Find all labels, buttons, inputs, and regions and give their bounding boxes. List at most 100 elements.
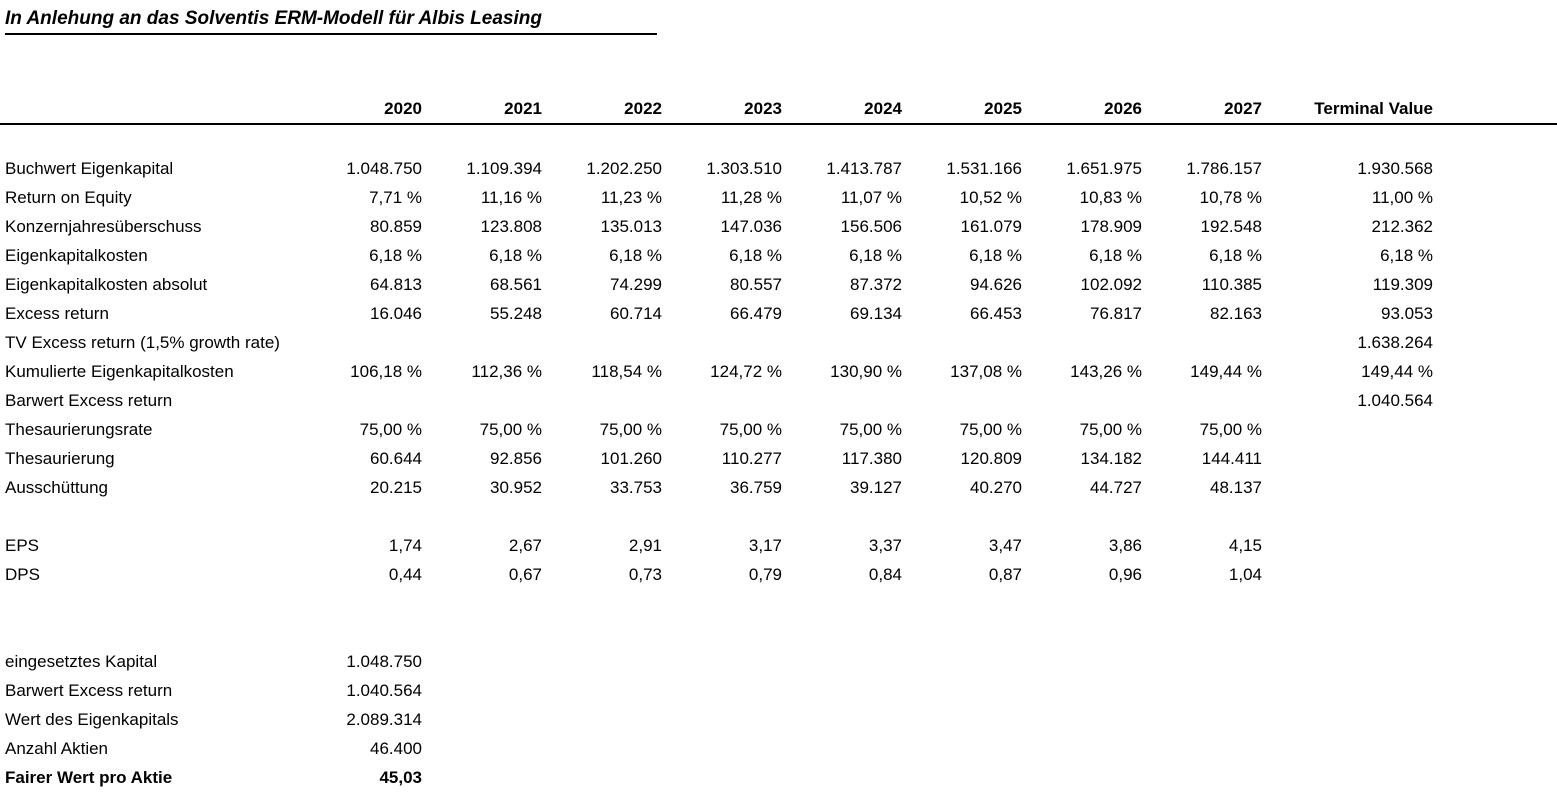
trailing-cell <box>1433 444 1557 473</box>
value-cell: 118,54 % <box>591 361 662 381</box>
summary-row: Anzahl Aktien 46.400 <box>0 734 422 763</box>
table-header-row: 2020 2021 2022 2023 2024 2025 2026 2027 Terminal… <box>0 87 1557 125</box>
value-cell: 75,00 % <box>1199 419 1262 439</box>
value-cell: 75,00 % <box>959 419 1022 439</box>
value-cell <box>902 386 1022 415</box>
value-cell: 147.036 <box>720 216 782 236</box>
value-cell: 178.909 <box>1080 216 1142 236</box>
value-cell: 44.727 <box>1090 477 1142 497</box>
summary-row-label: Barwert Excess return <box>5 680 173 700</box>
value-cell: 68.561 <box>490 274 542 294</box>
value-cell: 66.453 <box>970 303 1022 323</box>
value-cell: 6,18 % <box>969 245 1022 265</box>
value-cell <box>422 386 542 415</box>
value-cell <box>1262 444 1433 473</box>
value-cell: 0,79 <box>748 564 782 584</box>
value-cell: 4,15 <box>1228 535 1262 555</box>
row-label: Return on Equity <box>5 187 132 207</box>
value-cell: 0,73 <box>628 564 662 584</box>
summary-spacer <box>0 589 1557 647</box>
value-cell: 102.092 <box>1080 274 1142 294</box>
table-row: Eigenkapitalkosten 6,18 % 6,18 % 6,18 % 6,18… <box>0 241 1557 270</box>
row-label: Konzernjahresüberschuss <box>5 216 202 236</box>
column-header-2026: 2026 <box>1022 87 1142 125</box>
value-cell: 11,16 % <box>480 187 542 207</box>
trailing-cell <box>1433 154 1557 183</box>
value-cell <box>1022 328 1142 357</box>
value-cell <box>1142 328 1262 357</box>
value-cell: 75,00 % <box>359 419 422 439</box>
value-cell: 149,44 % <box>1190 361 1262 381</box>
table-row: Kumulierte Eigenkapitalkosten 106,18 % 112… <box>0 357 1557 386</box>
value-cell: 156.506 <box>840 216 902 236</box>
column-header-2027: 2027 <box>1142 87 1262 125</box>
value-cell: 80.859 <box>370 216 422 236</box>
table-body: Buchwert Eigenkapital 1.048.750 1.109.394 1… <box>0 124 1557 589</box>
summary-row: eingesetztes Kapital 1.048.750 <box>0 647 422 676</box>
trailing-cell <box>1433 241 1557 270</box>
value-cell: 1,04 <box>1228 564 1262 584</box>
trailing-cell <box>1433 183 1557 212</box>
value-cell: 1.040.564 <box>1357 390 1433 410</box>
value-cell: 1.048.750 <box>346 158 422 178</box>
summary-row-label: Anzahl Aktien <box>5 738 109 758</box>
value-cell: 101.260 <box>600 448 662 468</box>
value-cell: 82.163 <box>1210 303 1262 323</box>
value-cell: 74.299 <box>610 274 662 294</box>
trailing-cell <box>1433 328 1557 357</box>
value-cell: 192.548 <box>1200 216 1262 236</box>
row-label: Thesaurierungsrate <box>5 419 153 439</box>
value-cell: 112,36 % <box>471 361 542 381</box>
value-cell: 75,00 % <box>479 419 542 439</box>
summary-row: Barwert Excess return 1.040.564 <box>0 676 422 705</box>
row-label: Barwert Excess return <box>5 390 173 410</box>
value-cell: 1.638.264 <box>1357 332 1433 352</box>
table-row: Barwert Excess return 1.040.564 <box>0 386 1557 415</box>
trailing-cell <box>1433 531 1557 560</box>
value-cell: 6,18 % <box>1209 245 1262 265</box>
row-label: Ausschüttung <box>5 477 109 497</box>
value-cell: 1.786.157 <box>1186 158 1262 178</box>
value-cell: 3,17 <box>748 535 782 555</box>
value-cell: 80.557 <box>730 274 782 294</box>
row-label: Excess return <box>5 303 109 323</box>
value-cell: 75,00 % <box>1079 419 1142 439</box>
summary-row-label: Wert des Eigenkapitals <box>5 709 179 729</box>
value-cell: 0,67 <box>508 564 542 584</box>
table-row: Eigenkapitalkosten absolut 64.813 68.561 74… <box>0 270 1557 299</box>
value-cell <box>662 386 782 415</box>
value-cell <box>1262 531 1433 560</box>
value-cell: 48.137 <box>1210 477 1262 497</box>
table-row: EPS 1,74 2,67 2,91 3,17 3,37 3,47 3,86 4,15 <box>0 531 1557 560</box>
value-cell: 1.303.510 <box>706 158 782 178</box>
summary-value-cell: 46.400 <box>370 738 422 758</box>
value-cell: 60.644 <box>370 448 422 468</box>
value-cell: 0,87 <box>988 564 1022 584</box>
value-cell: 134.182 <box>1080 448 1142 468</box>
value-cell: 92.856 <box>490 448 542 468</box>
value-cell: 119.309 <box>1372 274 1433 294</box>
value-cell <box>1022 386 1142 415</box>
value-cell <box>542 328 662 357</box>
value-cell: 1.651.975 <box>1066 158 1142 178</box>
column-header-2022: 2022 <box>542 87 662 125</box>
spacer-row <box>0 502 1557 531</box>
row-label: Kumulierte Eigenkapitalkosten <box>5 361 234 381</box>
row-label: Eigenkapitalkosten absolut <box>5 274 208 294</box>
row-label: DPS <box>5 564 40 584</box>
value-cell: 1.930.568 <box>1357 158 1433 178</box>
value-cell: 69.134 <box>850 303 902 323</box>
value-cell <box>1142 386 1262 415</box>
value-cell: 3,47 <box>988 535 1022 555</box>
summary-row: Fairer Wert pro Aktie 45,03 <box>0 763 422 792</box>
value-cell: 149,44 % <box>1361 361 1433 381</box>
value-cell <box>542 386 662 415</box>
valuation-summary-table: eingesetztes Kapital 1.048.750 Barwert Exc… <box>0 647 422 792</box>
value-cell: 6,18 % <box>369 245 422 265</box>
value-cell: 1.531.166 <box>946 158 1022 178</box>
value-cell: 11,00 % <box>1371 187 1433 207</box>
value-cell: 135.013 <box>600 216 662 236</box>
value-cell: 6,18 % <box>849 245 902 265</box>
value-cell: 3,37 <box>868 535 902 555</box>
value-cell: 33.753 <box>610 477 662 497</box>
